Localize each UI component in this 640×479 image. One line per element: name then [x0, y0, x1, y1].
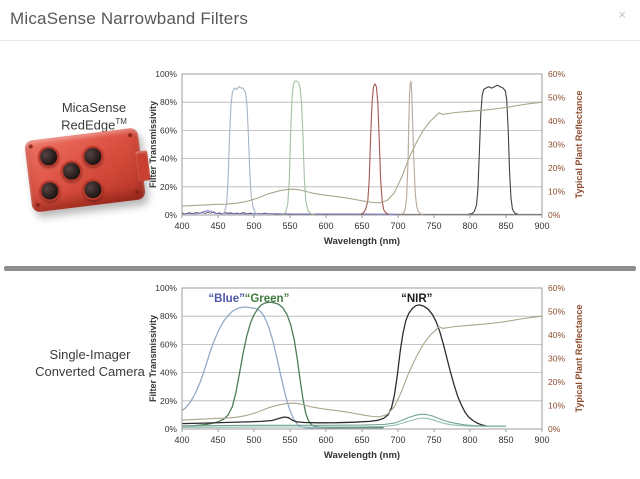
svg-text:30%: 30% — [548, 354, 565, 364]
svg-text:“NIR”: “NIR” — [401, 293, 432, 305]
svg-text:0%: 0% — [548, 424, 561, 434]
svg-text:Wavelength (nm): Wavelength (nm) — [324, 236, 400, 247]
svg-text:40%: 40% — [160, 154, 177, 164]
svg-text:20%: 20% — [548, 377, 565, 387]
converted-label-line1: Single-Imager — [49, 347, 131, 362]
svg-text:500: 500 — [246, 221, 261, 231]
svg-text:60%: 60% — [160, 339, 177, 349]
svg-text:30%: 30% — [548, 140, 565, 150]
trademark-superscript: TM — [115, 116, 127, 126]
svg-text:0%: 0% — [165, 210, 178, 220]
svg-text:50%: 50% — [548, 93, 565, 103]
svg-text:900: 900 — [534, 221, 549, 231]
svg-text:“Green”: “Green” — [245, 293, 290, 305]
section-divider — [4, 266, 636, 271]
svg-text:900: 900 — [534, 435, 549, 445]
rededge-spectra-chart: 400 450 500 550 600 650 700 750 800 850 9000%20%40… — [148, 69, 584, 247]
svg-text:40%: 40% — [548, 116, 565, 126]
rededge-camera-photo — [22, 118, 154, 230]
svg-text:800: 800 — [462, 435, 477, 445]
rededge-label-line1: MicaSense — [61, 100, 127, 115]
camera-lens-icon — [36, 145, 61, 169]
svg-text:80%: 80% — [160, 311, 177, 321]
svg-text:0%: 0% — [548, 210, 561, 220]
svg-text:100%: 100% — [155, 69, 177, 79]
svg-text:“Blue”: “Blue” — [208, 293, 244, 305]
svg-text:400: 400 — [174, 435, 189, 445]
rededge-camera-label: MicaSense RedEdgeTM — [24, 100, 164, 134]
svg-text:50%: 50% — [548, 307, 565, 317]
svg-text:700: 700 — [390, 435, 405, 445]
svg-text:850: 850 — [498, 221, 513, 231]
svg-text:550: 550 — [282, 435, 297, 445]
svg-text:100%: 100% — [155, 283, 177, 293]
svg-text:600: 600 — [318, 221, 333, 231]
svg-text:20%: 20% — [548, 163, 565, 173]
svg-text:Filter Transmissivity: Filter Transmissivity — [148, 315, 158, 402]
svg-text:40%: 40% — [548, 330, 565, 340]
svg-text:750: 750 — [426, 435, 441, 445]
svg-text:800: 800 — [462, 221, 477, 231]
camera-body — [24, 127, 151, 213]
svg-text:10%: 10% — [548, 187, 565, 197]
svg-text:650: 650 — [354, 435, 369, 445]
svg-text:Typical Plant Reflectance: Typical Plant Reflectance — [574, 305, 584, 413]
converted-camera-label: Single-Imager Converted Camera — [20, 347, 160, 381]
modal-header: MicaSense Narrowband Filters × — [0, 0, 640, 41]
svg-text:750: 750 — [426, 221, 441, 231]
svg-text:550: 550 — [282, 221, 297, 231]
svg-text:60%: 60% — [160, 125, 177, 135]
svg-text:600: 600 — [318, 435, 333, 445]
camera-screw — [127, 133, 133, 138]
converted-camera-spectra-chart: 400 450 500 550 600 650 700 750 800 850 9000%20%40… — [148, 283, 584, 461]
camera-lens-icon — [81, 177, 105, 202]
svg-text:700: 700 — [390, 221, 405, 231]
svg-text:60%: 60% — [548, 69, 565, 79]
svg-text:80%: 80% — [160, 97, 177, 107]
camera-screw — [134, 189, 140, 195]
svg-text:850: 850 — [498, 435, 513, 445]
svg-text:500: 500 — [246, 435, 261, 445]
camera-lens-icon — [38, 179, 62, 203]
camera-screw — [35, 202, 41, 208]
page-title: MicaSense Narrowband Filters — [10, 9, 249, 28]
svg-text:40%: 40% — [160, 368, 177, 378]
camera-lens-icon — [59, 159, 84, 183]
rededge-label-line2: RedEdge — [61, 117, 116, 133]
svg-text:20%: 20% — [160, 182, 177, 192]
svg-text:450: 450 — [210, 435, 225, 445]
svg-text:400: 400 — [174, 221, 189, 231]
svg-text:Filter Transmissivity: Filter Transmissivity — [148, 101, 158, 188]
camera-screw — [28, 144, 33, 149]
close-icon[interactable]: × — [618, 7, 626, 22]
converted-label-line2: Converted Camera — [35, 363, 145, 379]
svg-text:450: 450 — [210, 221, 225, 231]
svg-text:650: 650 — [354, 221, 369, 231]
svg-text:0%: 0% — [165, 424, 178, 434]
svg-text:Typical Plant Reflectance: Typical Plant Reflectance — [574, 91, 584, 199]
camera-lens-icon — [81, 144, 105, 169]
svg-text:20%: 20% — [160, 396, 177, 406]
svg-text:Wavelength (nm): Wavelength (nm) — [324, 450, 400, 461]
svg-text:60%: 60% — [548, 283, 565, 293]
svg-text:10%: 10% — [548, 401, 565, 411]
